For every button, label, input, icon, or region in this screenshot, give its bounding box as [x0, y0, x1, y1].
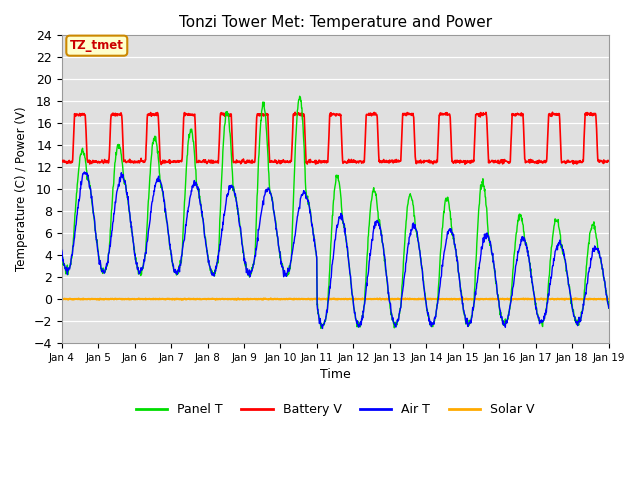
Title: Tonzi Tower Met: Temperature and Power: Tonzi Tower Met: Temperature and Power — [179, 15, 492, 30]
Y-axis label: Temperature (C) / Power (V): Temperature (C) / Power (V) — [15, 107, 28, 272]
X-axis label: Time: Time — [320, 368, 351, 381]
Text: TZ_tmet: TZ_tmet — [70, 39, 124, 52]
Legend: Panel T, Battery V, Air T, Solar V: Panel T, Battery V, Air T, Solar V — [131, 398, 540, 421]
